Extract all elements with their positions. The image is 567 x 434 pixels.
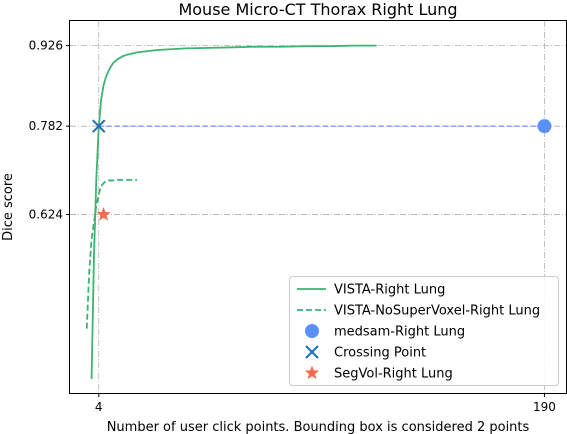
y-axis-label: Dice score <box>1 173 16 241</box>
x-axis-label: Number of user click points. Bounding bo… <box>107 420 530 434</box>
legend-entry: SegVol-Right Lung <box>304 365 453 382</box>
legend-box <box>289 276 559 386</box>
chart-title: Mouse Micro-CT Thorax Right Lung <box>178 0 457 19</box>
legend-label: SegVol-Right Lung <box>334 367 453 382</box>
crossing-point-stroke <box>92 119 106 133</box>
series-line <box>90 44 377 380</box>
legend-entry: medsam-Right Lung <box>305 324 465 340</box>
legend-label: VISTA-Right Lung <box>334 283 445 298</box>
y-tick-label: 0.926 <box>29 39 63 53</box>
legend-label: VISTA-NoSuperVoxel-Right Lung <box>334 304 540 319</box>
legend-entry: VISTA-Right Lung <box>297 283 445 298</box>
series-layer <box>85 44 552 380</box>
axis-ticks: 4 190 0.624 0.782 0.926 <box>29 39 556 414</box>
crossing-point-marker <box>92 119 106 133</box>
x-tick-label: 190 <box>533 400 556 414</box>
medsam-point <box>537 119 552 134</box>
legend-circle-swatch <box>305 324 319 338</box>
x-tick-label: 4 <box>95 400 103 414</box>
legend: VISTA-Right Lung VISTA-NoSuperVoxel-Right… <box>289 276 559 386</box>
series-line <box>85 178 138 329</box>
legend-x-swatch <box>305 345 319 359</box>
y-tick-label: 0.782 <box>29 119 63 133</box>
legend-items: VISTA-Right Lung VISTA-NoSuperVoxel-Right… <box>297 283 540 382</box>
legend-entry: Crossing Point <box>305 345 426 361</box>
legend-star-swatch <box>304 365 320 380</box>
legend-label: medsam-Right Lung <box>334 325 465 340</box>
segvol-point <box>96 207 111 221</box>
legend-entry: VISTA-NoSuperVoxel-Right Lung <box>297 304 540 319</box>
legend-label: Crossing Point <box>334 346 426 361</box>
y-tick-label: 0.624 <box>29 208 63 222</box>
